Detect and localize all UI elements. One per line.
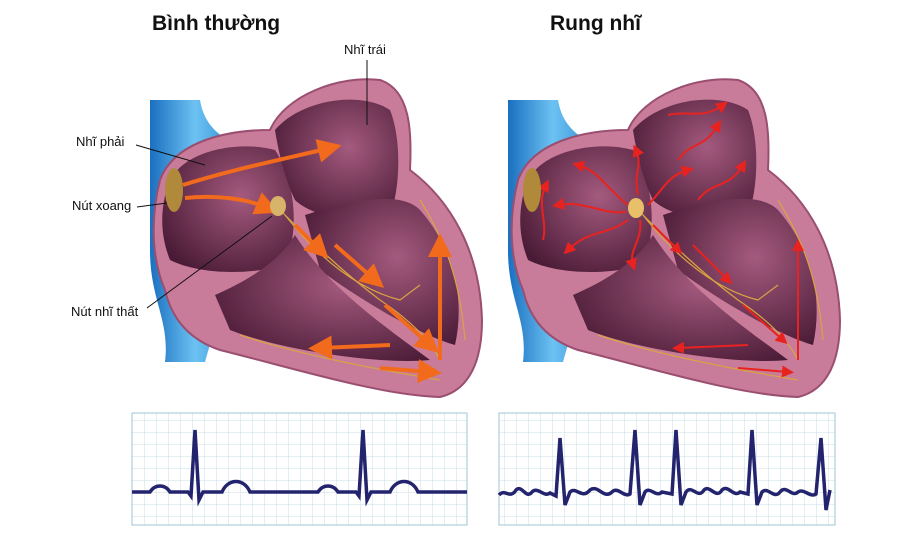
sinus-node xyxy=(165,168,183,212)
afib-title: Rung nhĩ xyxy=(550,12,641,35)
left-ventricle-chamber xyxy=(663,198,817,345)
right-atrium-chamber xyxy=(520,146,652,272)
label-left-atrium: Nhĩ trái xyxy=(344,42,386,57)
ecg-normal xyxy=(131,412,468,526)
label-sinus-node: Nút xoang xyxy=(72,198,132,213)
leader-lines xyxy=(135,60,368,309)
label-right-atrium: Nhĩ phải xyxy=(76,134,125,149)
right-atrium-chamber xyxy=(162,146,294,272)
ecg-afib xyxy=(497,412,836,526)
afib-heart xyxy=(508,78,842,399)
av-node xyxy=(270,196,286,216)
left-atrium-chamber xyxy=(633,99,757,220)
conduction-arrows xyxy=(182,139,452,384)
sinus-node xyxy=(523,168,541,212)
ecg-trace-normal xyxy=(132,429,467,507)
normal-title: Bình thường xyxy=(152,12,281,35)
av-node xyxy=(628,198,644,218)
right-ventricle-chamber xyxy=(215,235,430,361)
chaotic-arrows xyxy=(537,101,804,378)
normal-heart xyxy=(135,60,484,399)
label-av-node: Nút nhĩ thất xyxy=(71,304,139,319)
ecg-trace-afib xyxy=(497,429,832,511)
